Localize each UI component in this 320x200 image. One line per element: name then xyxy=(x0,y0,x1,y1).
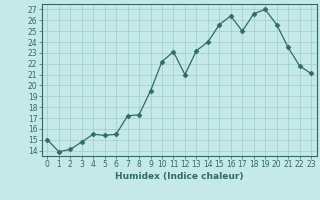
X-axis label: Humidex (Indice chaleur): Humidex (Indice chaleur) xyxy=(115,172,244,181)
